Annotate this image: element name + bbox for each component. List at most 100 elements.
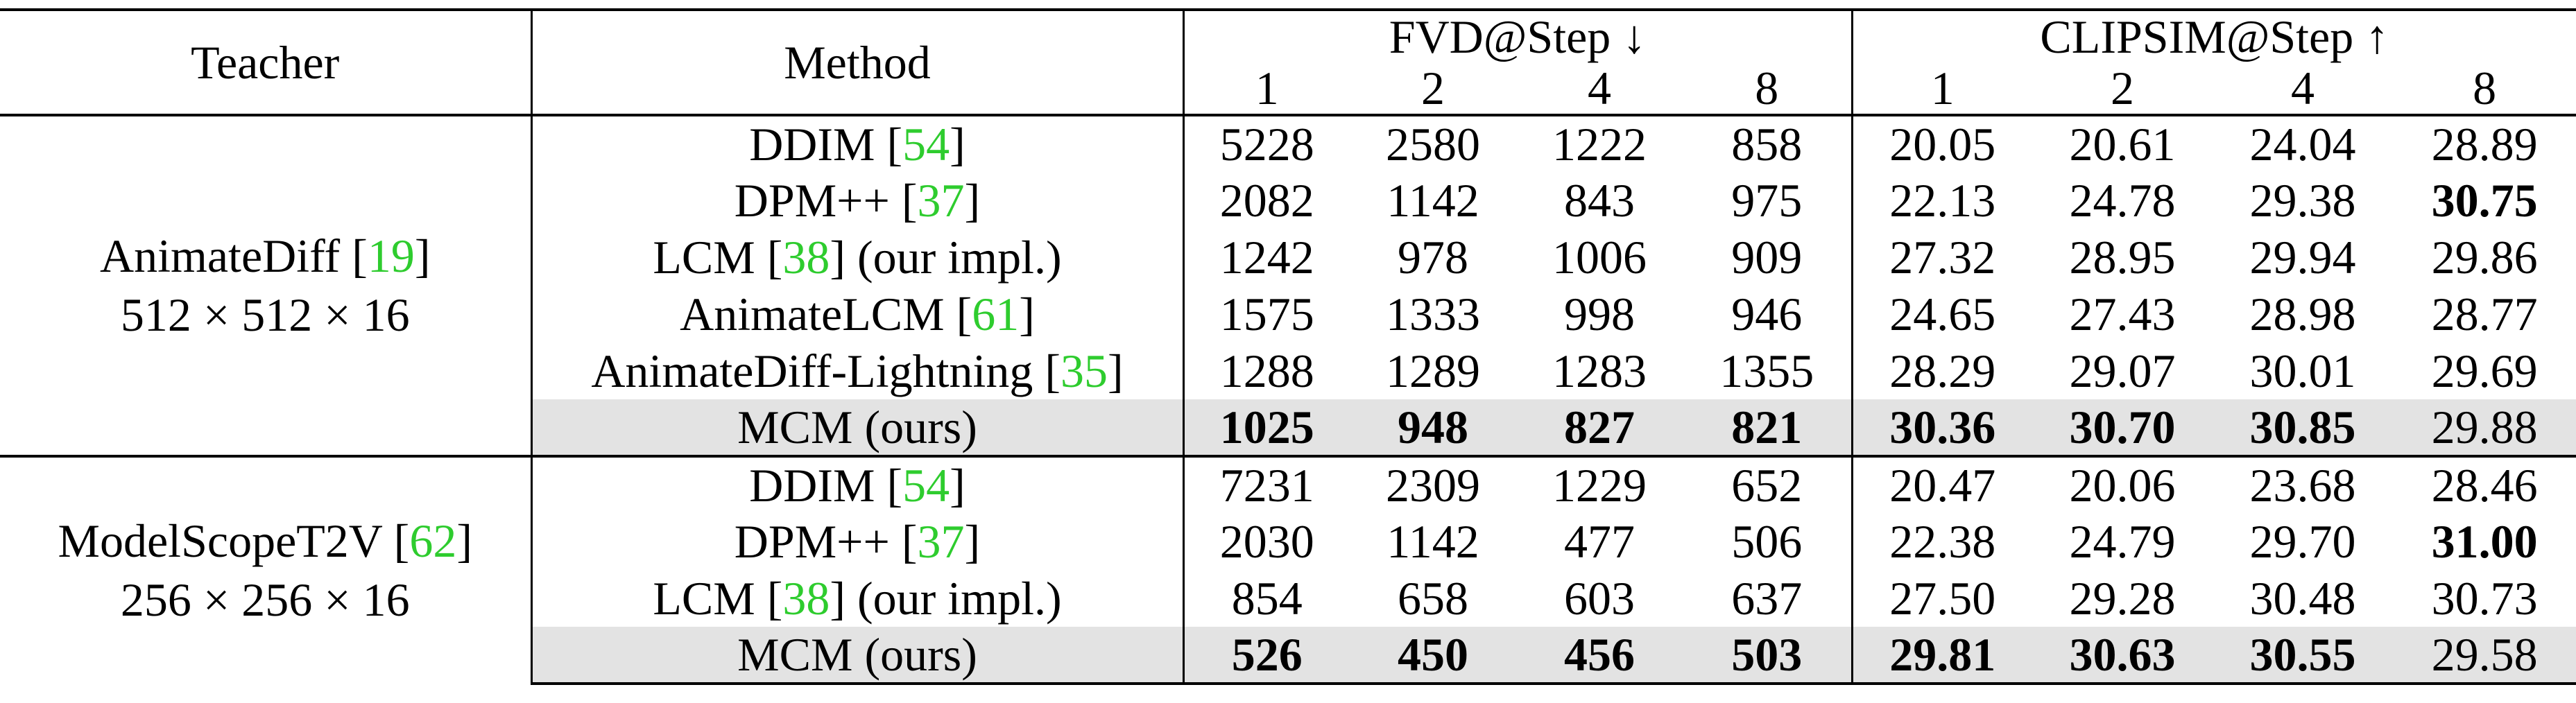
citation-link[interactable]: 19 xyxy=(367,229,415,282)
fvd-value: 1229 xyxy=(1516,455,1683,513)
teacher-resolution: 512 × 512 × 16 xyxy=(120,288,410,341)
method-suffix: ] xyxy=(950,459,965,512)
header-step: 4 xyxy=(1588,62,1611,114)
header-step: 4 xyxy=(2291,62,2315,114)
clipsim-value: 20.61 xyxy=(2032,114,2213,172)
teacher-name-close: ] xyxy=(456,514,472,567)
clipsim-value: 30.01 xyxy=(2249,345,2356,397)
fvd-value: 5228 xyxy=(1183,114,1350,172)
citation-link[interactable]: 54 xyxy=(902,459,950,512)
method-cell: DDIM [54] xyxy=(531,455,1185,513)
clipsim-value: 30.75 xyxy=(2431,174,2538,227)
teacher-name-close: ] xyxy=(414,229,431,282)
method-suffix: ] (our impl.) xyxy=(830,231,1062,284)
table-row: LCM [38] (our impl.) 854 658 603 637 27.50 29.… xyxy=(0,570,2576,627)
method-name: LCM [ xyxy=(653,572,783,625)
citation-link[interactable]: 54 xyxy=(902,118,950,171)
method-suffix: ] xyxy=(964,515,981,568)
citation-link[interactable]: 35 xyxy=(1061,345,1108,397)
fvd-value: 2309 xyxy=(1350,455,1516,513)
clipsim-value: 24.65 xyxy=(1889,288,1996,340)
table-row: AnimateDiff [19] 512 × 512 × 16 DDIM [54] 5… xyxy=(0,114,2576,456)
clipsim-value: 20.06 xyxy=(2032,455,2213,513)
header-step: 8 xyxy=(1683,62,1853,115)
fvd-value: 946 xyxy=(1683,286,1853,342)
fvd-value: 1289 xyxy=(1386,345,1480,397)
method-cell: AnimateLCM [61] xyxy=(531,286,1185,342)
method-name: LCM [ xyxy=(653,231,783,284)
table-row: LCM [38] (our impl.) 1242 978 1006 909 27.32 2… xyxy=(0,229,2576,286)
header-clipsim: CLIPSIM@Step ↑ xyxy=(1852,8,2576,62)
clipsim-value: 30.73 xyxy=(2431,572,2538,625)
fvd-value: 526 xyxy=(1183,627,1350,685)
clipsim-value: 29.81 xyxy=(1852,627,2033,685)
method-name: AnimateLCM [ xyxy=(680,288,972,340)
results-table: Teacher Method FVD@Step ↓ CLIPSIM@Step ↑… xyxy=(0,8,2576,685)
citation-link[interactable]: 38 xyxy=(782,231,830,284)
clipsim-value: 29.86 xyxy=(2431,231,2538,284)
clipsim-value: 29.28 xyxy=(2069,572,2176,625)
clipsim-value: 30.48 xyxy=(2249,572,2356,625)
clipsim-value: 20.47 xyxy=(1852,455,2033,513)
fvd-value: 909 xyxy=(1683,229,1853,286)
citation-link[interactable]: 38 xyxy=(782,572,830,625)
teacher-name: AnimateDiff [19] xyxy=(0,227,531,286)
method-cell: AnimateDiff-Lightning [35] xyxy=(531,342,1185,399)
clipsim-value: 31.00 xyxy=(2431,515,2538,568)
header-step: 2 xyxy=(1421,62,1445,114)
clipsim-value: 22.13 xyxy=(1889,174,1996,227)
teacher-name-text: AnimateDiff [ xyxy=(99,229,368,282)
clipsim-value: 20.05 xyxy=(1852,114,2033,172)
table-row: DPM++ [37] 2082 1142 843 975 22.13 24.78 29.38 3… xyxy=(0,172,2576,229)
method-suffix: ] xyxy=(1019,288,1035,340)
citation-link[interactable]: 37 xyxy=(917,174,965,227)
fvd-value: 1355 xyxy=(1683,342,1853,399)
table-row: MCM (ours) 526 450 456 503 29.81 30.63 30.55 29.… xyxy=(0,627,2576,685)
clipsim-value: 30.85 xyxy=(2213,399,2394,456)
teacher-name: ModelScopeT2V [62] xyxy=(0,512,531,571)
clipsim-value: 23.68 xyxy=(2213,455,2394,513)
fvd-value: 854 xyxy=(1231,572,1303,625)
table-row: MCM (ours) 1025 948 827 821 30.36 30.70 30.85 29… xyxy=(0,399,2576,456)
clipsim-value: 29.94 xyxy=(2249,231,2356,284)
clipsim-value: 28.46 xyxy=(2393,455,2576,513)
fvd-value: 7231 xyxy=(1183,455,1350,513)
method-suffix: ] xyxy=(950,118,965,171)
method-cell: DPM++ [37] xyxy=(531,172,1185,229)
fvd-value: 637 xyxy=(1683,570,1853,627)
method-cell: DDIM [54] xyxy=(531,114,1185,172)
citation-link[interactable]: 61 xyxy=(972,288,1020,340)
fvd-value: 450 xyxy=(1350,627,1516,685)
table-row: ModelScopeT2V [62] 256 × 256 × 16 DDIM [54… xyxy=(0,455,2576,684)
clipsim-value: 29.07 xyxy=(2069,345,2176,397)
clipsim-value: 28.29 xyxy=(1889,345,1996,397)
fvd-value: 843 xyxy=(1564,174,1635,227)
fvd-value: 1575 xyxy=(1219,288,1314,340)
citation-link[interactable]: 62 xyxy=(409,514,457,567)
fvd-value: 827 xyxy=(1516,399,1683,456)
citation-link[interactable]: 37 xyxy=(917,515,965,568)
method-cell: LCM [38] (our impl.) xyxy=(531,229,1185,286)
clipsim-value: 30.55 xyxy=(2213,627,2394,685)
fvd-value: 1142 xyxy=(1386,174,1479,227)
method-cell: MCM (ours) xyxy=(531,399,1185,456)
clipsim-value: 24.78 xyxy=(2069,174,2176,227)
clipsim-value: 28.95 xyxy=(2069,231,2176,284)
fvd-value: 456 xyxy=(1516,627,1683,685)
method-suffix: ] xyxy=(964,174,981,227)
table-row: AnimateDiff-Lightning [35] 1288 1289 1283 13… xyxy=(0,342,2576,399)
fvd-value: 998 xyxy=(1564,288,1635,340)
fvd-value: 477 xyxy=(1564,515,1635,568)
header-method: Method xyxy=(531,8,1185,115)
fvd-value: 858 xyxy=(1683,114,1853,172)
method-name: MCM (ours) xyxy=(737,628,977,681)
table-body: AnimateDiff [19] 512 × 512 × 16 DDIM [54] 5… xyxy=(0,114,2576,685)
teacher-cell: AnimateDiff [19] 512 × 512 × 16 xyxy=(0,114,533,456)
fvd-value: 658 xyxy=(1398,572,1468,625)
header-fvd: FVD@Step ↓ xyxy=(1183,8,1853,62)
fvd-value: 1025 xyxy=(1183,399,1350,456)
method-name: DPM++ [ xyxy=(734,515,918,568)
clipsim-value: 24.79 xyxy=(2069,515,2176,568)
clipsim-value: 30.36 xyxy=(1852,399,2033,456)
